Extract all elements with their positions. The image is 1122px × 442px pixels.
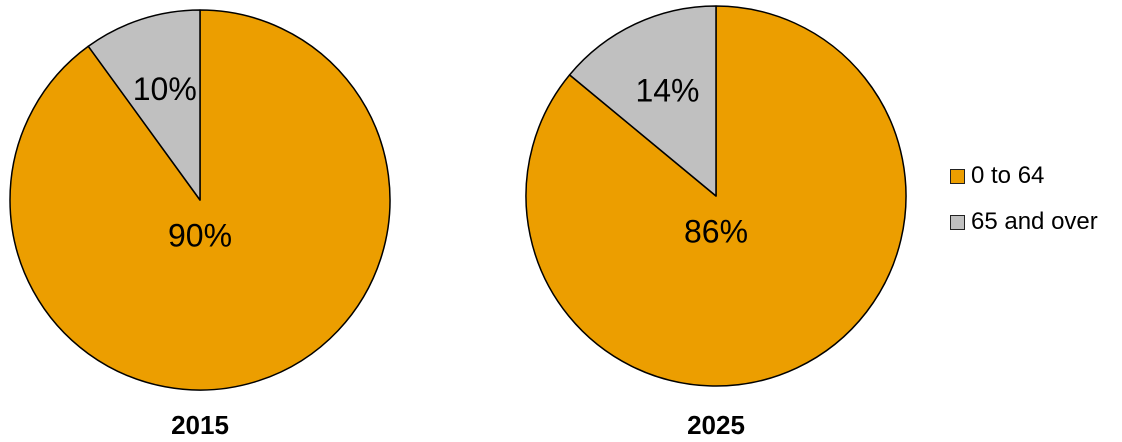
legend-item-0-to-64: 0 to 64 — [950, 160, 1098, 192]
legend-label-0-to-64: 0 to 64 — [971, 162, 1045, 189]
pie-slice-2025-1 — [568, 5, 717, 197]
pie-title-2025: 2025 — [687, 410, 745, 440]
pie-label-2025-1: 14% — [635, 72, 699, 108]
pie-label-2025-0: 86% — [684, 213, 748, 249]
pie-title-2015: 2015 — [171, 410, 229, 440]
legend-label-65-and-over: 65 and over — [971, 208, 1098, 235]
pie-label-2015-0: 90% — [168, 217, 232, 253]
legend-swatch-65-and-over — [950, 214, 965, 230]
pie-label-2015-1: 10% — [133, 71, 197, 107]
legend: 0 to 64 65 and over — [950, 160, 1098, 252]
legend-item-65-and-over: 65 and over — [950, 206, 1098, 238]
pie-slice-2015-1 — [87, 9, 201, 201]
legend-swatch-0-to-64 — [950, 168, 965, 184]
